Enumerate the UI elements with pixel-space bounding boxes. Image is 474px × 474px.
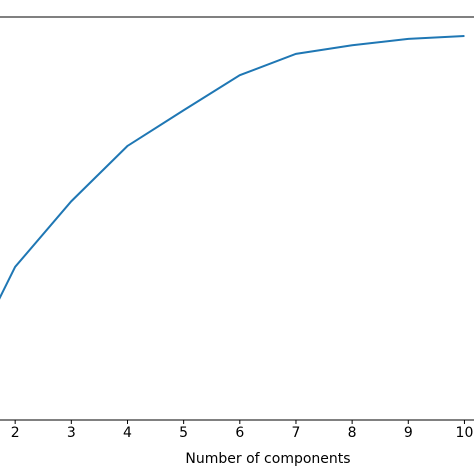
x-tick-label: 8 <box>348 425 357 441</box>
x-tick-label: 3 <box>67 425 76 441</box>
x-tick-label: 7 <box>292 425 301 441</box>
x-tick-label: 2 <box>11 425 20 441</box>
x-tick-label: 6 <box>235 425 244 441</box>
data-line <box>0 34 465 300</box>
x-tick-label: 9 <box>404 425 413 441</box>
x-tick-label: 5 <box>179 425 188 441</box>
plot-area <box>0 34 465 300</box>
x-tick-label: 4 <box>123 425 132 441</box>
x-tick-label: 10 <box>456 425 474 441</box>
x-axis-label: Number of components <box>185 451 350 467</box>
